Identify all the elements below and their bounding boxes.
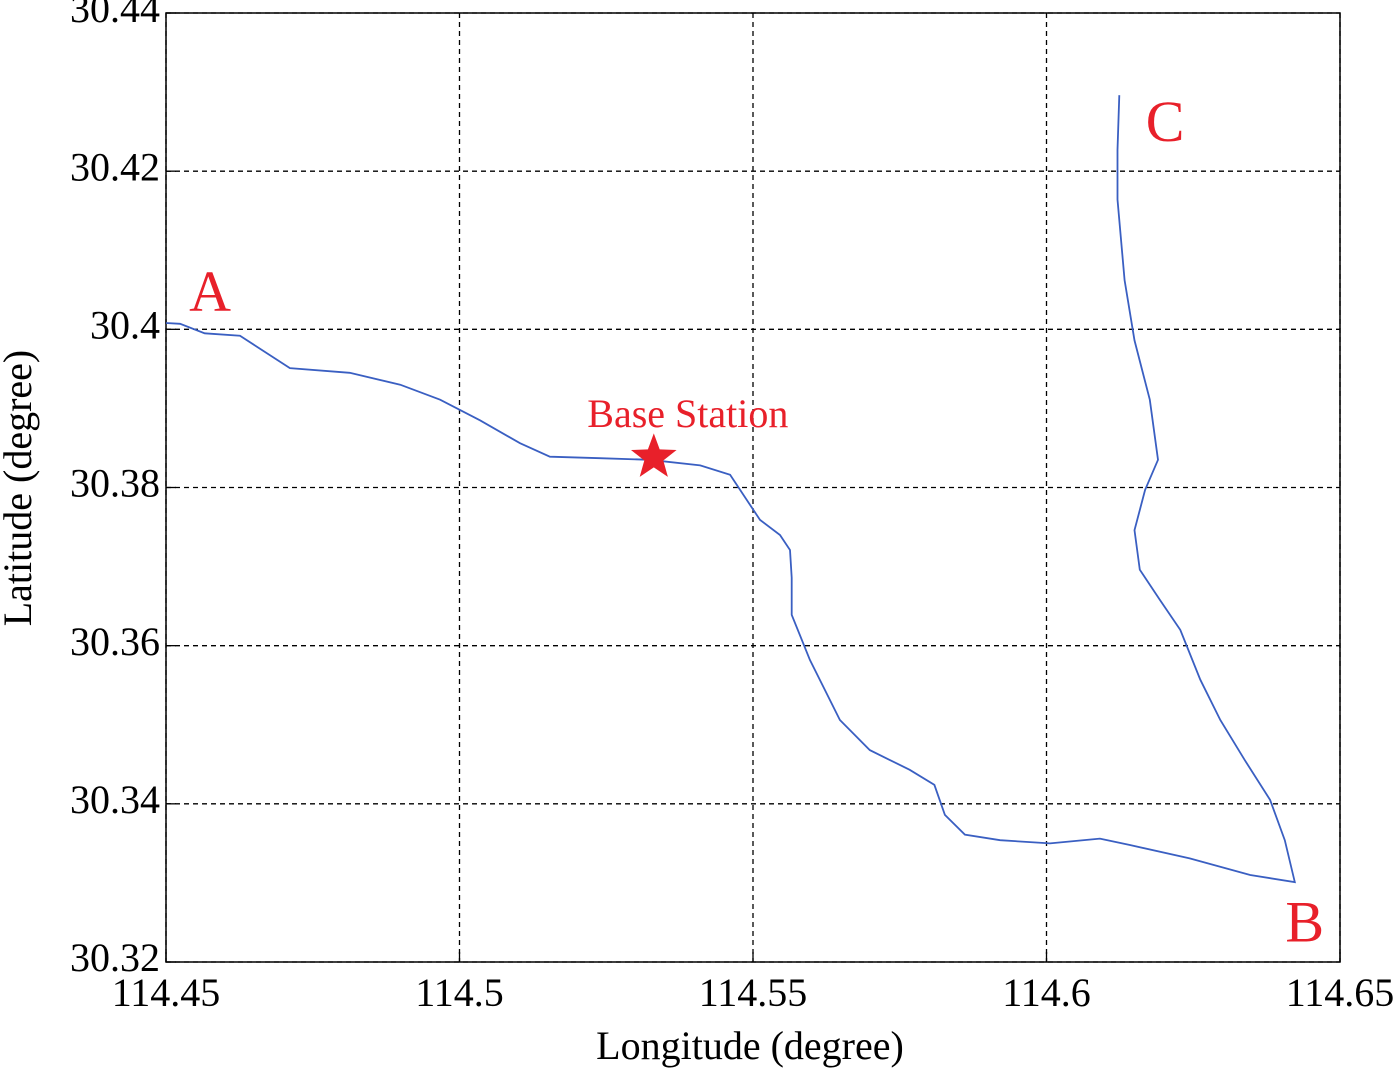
plot-frame (165, 12, 1341, 963)
base-station-marker (631, 433, 677, 477)
trajectory-line (165, 95, 1296, 884)
y-tick-label: 30.4 (90, 303, 160, 348)
annotation: C (1146, 89, 1185, 154)
x-tick-label: 114.45 (112, 970, 221, 1015)
annotation: B (1285, 889, 1324, 954)
annotation: A (189, 259, 231, 324)
y-tick-label: 30.34 (70, 777, 160, 822)
y-tick-label: 30.32 (70, 935, 160, 980)
y-tick-label: 30.42 (70, 144, 160, 189)
y-axis-label: Latitude (degree) (0, 350, 40, 627)
x-tick-label: 114.5 (415, 970, 504, 1015)
annotation: Base Station (587, 391, 788, 436)
x-tick-label: 114.65 (1286, 970, 1395, 1015)
y-tick-label: 30.38 (70, 461, 160, 506)
x-axis-label: Longitude (degree) (596, 1023, 904, 1068)
x-tick-label: 114.6 (1002, 970, 1091, 1015)
y-tick-label: 30.36 (70, 619, 160, 664)
y-tick-label: 30.44 (70, 0, 160, 31)
x-tick-label: 114.55 (699, 970, 808, 1015)
